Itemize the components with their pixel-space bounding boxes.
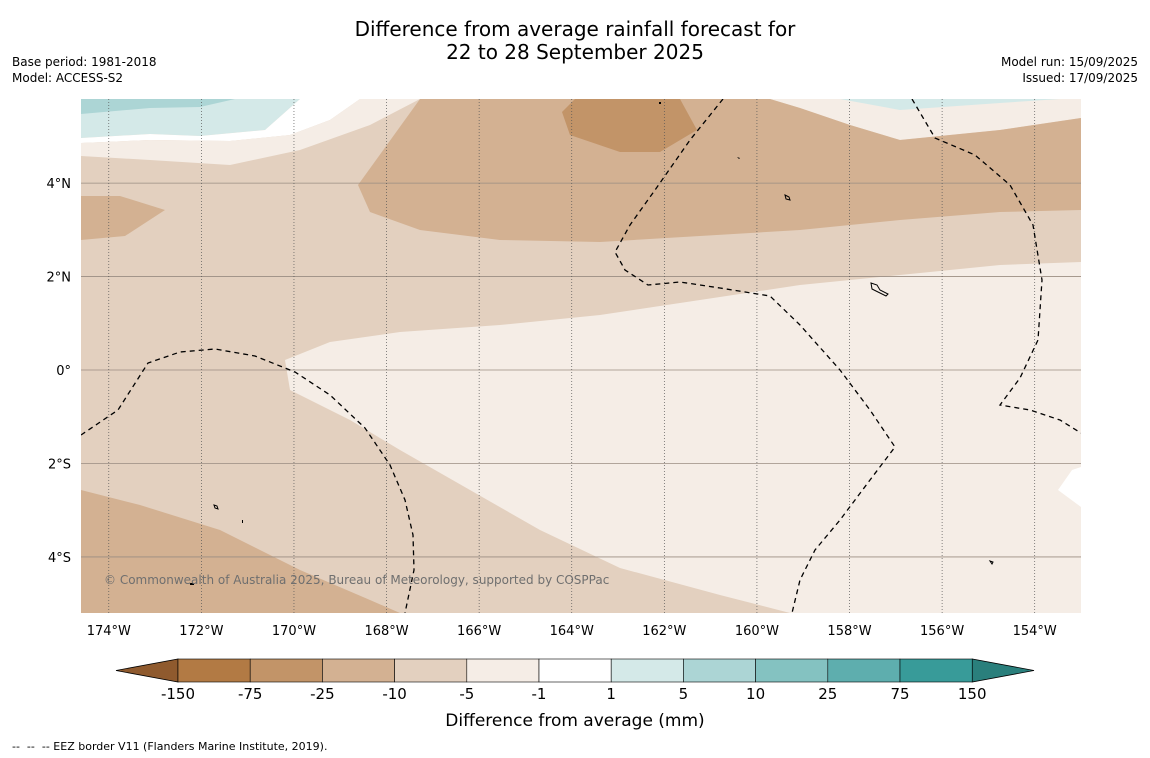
lon-label-4: 166°W	[457, 624, 501, 639]
eez-border-west	[81, 348, 415, 613]
map-title: Difference from average rainfall forecas…	[0, 18, 1150, 64]
colorbar-tick-6: 1	[606, 685, 616, 703]
colorbar-label: Difference from average (mm)	[445, 711, 704, 731]
lon-label-0: 174°W	[87, 624, 131, 639]
region-teal-top-left-dark	[81, 99, 235, 114]
island-8	[988, 560, 994, 565]
colorbar-over-arrow	[971, 658, 1035, 683]
meta-right: Model run: 15/09/2025 Issued: 17/09/2025	[1001, 54, 1138, 86]
colorbar-segment-10	[899, 658, 973, 683]
colorbar-segment-5	[538, 658, 612, 683]
lon-label-10: 154°W	[1013, 624, 1057, 639]
longitude-labels: 174°W 172°W 170°W 168°W 166°W 164°W 162°W 160°W…	[87, 624, 1057, 639]
region-white-top-left	[81, 99, 360, 143]
colorbar-tick-11: 150	[958, 685, 987, 703]
colorbar-tick-1: -75	[238, 685, 263, 703]
colorbar-segment-2	[322, 658, 395, 683]
colorbar-tick-5: -1	[532, 685, 547, 703]
title-line-2: 22 to 28 September 2025	[446, 40, 704, 64]
lon-label-3: 168°W	[364, 624, 408, 639]
lat-label-0: 4°N	[47, 177, 72, 192]
issued-text: Issued: 17/09/2025	[1022, 71, 1138, 85]
lat-label-1: 2°N	[47, 271, 72, 286]
colorbar-segment-8	[755, 658, 829, 683]
region-light-east-tongue	[285, 262, 1081, 613]
lon-label-6: 162°W	[642, 624, 686, 639]
colorbar-tick-8: 10	[746, 685, 765, 703]
model-run-text: Model run: 15/09/2025	[1000, 55, 1138, 69]
region-brown-southwest	[81, 490, 400, 613]
title-line-1: Difference from average rainfall forecas…	[354, 17, 796, 41]
colorbar-segment-9	[827, 658, 901, 683]
model-text: Model: ACCESS-S2	[12, 71, 124, 85]
colorbar: -150 -75 -25 -10 -5 -1 1 5 10 25 75 150	[115, 658, 1035, 703]
island-2	[870, 282, 889, 297]
region-teal-top-right	[840, 99, 1060, 110]
island-6	[659, 102, 661, 104]
colorbar-tick-4: -5	[459, 685, 474, 703]
lat-label-2: 0°	[56, 364, 71, 379]
map-area: © Commonwealth of Australia 2025, Bureau…	[81, 99, 1081, 613]
colorbar-tick-10: 75	[890, 685, 909, 703]
colorbar-segment-3	[394, 658, 468, 683]
colorbar-segment-6	[610, 658, 684, 683]
island-5	[242, 520, 243, 523]
region-brown-upper-band	[358, 99, 1081, 242]
lon-label-7: 160°W	[735, 624, 779, 639]
colorbar-segment-0	[177, 658, 251, 683]
island-3	[213, 504, 219, 510]
gridlines	[81, 99, 1081, 613]
lon-label-5: 164°W	[550, 624, 594, 639]
latitude-labels: 4°N 2°N 0° 2°S 4°S	[47, 177, 72, 566]
region-brown-left-patch	[81, 196, 165, 240]
region-light-top-left	[81, 99, 420, 165]
colorbar-segment-7	[683, 658, 756, 683]
eez-borders	[81, 99, 1081, 613]
lat-label-3: 2°S	[48, 457, 71, 472]
colorbar-tick-9: 25	[818, 685, 837, 703]
meta-left: Base period: 1981-2018 Model: ACCESS-S2	[12, 54, 157, 86]
lon-label-2: 170°W	[272, 624, 316, 639]
region-white-east-edge	[1058, 467, 1081, 507]
eez-border-east	[911, 99, 1081, 434]
island-1	[784, 194, 791, 201]
colorbar-tick-7: 5	[679, 685, 689, 703]
copyright-text: © Commonwealth of Australia 2025, Bureau…	[104, 573, 609, 587]
lon-label-9: 156°W	[920, 624, 964, 639]
island-4	[190, 583, 194, 585]
colorbar-tick-0: -150	[161, 685, 195, 703]
colorbar-under-arrow	[115, 658, 179, 683]
lon-label-8: 158°W	[827, 624, 871, 639]
region-light-northeast	[770, 99, 1081, 140]
colorbar-tick-3: -10	[382, 685, 407, 703]
colorbar-segment-4	[466, 658, 540, 683]
region-brown-upper-patch	[562, 99, 697, 152]
island-7	[737, 157, 740, 159]
lon-label-1: 172°W	[179, 624, 223, 639]
eez-border-central	[614, 99, 896, 613]
colorbar-tick-2: -25	[310, 685, 335, 703]
lat-label-4: 4°S	[48, 551, 71, 566]
eez-footnote: -- -- -- EEZ border V11 (Flanders Marine…	[12, 740, 328, 753]
colorbar-segment-1	[249, 658, 323, 683]
base-period-text: Base period: 1981-2018	[12, 55, 157, 69]
